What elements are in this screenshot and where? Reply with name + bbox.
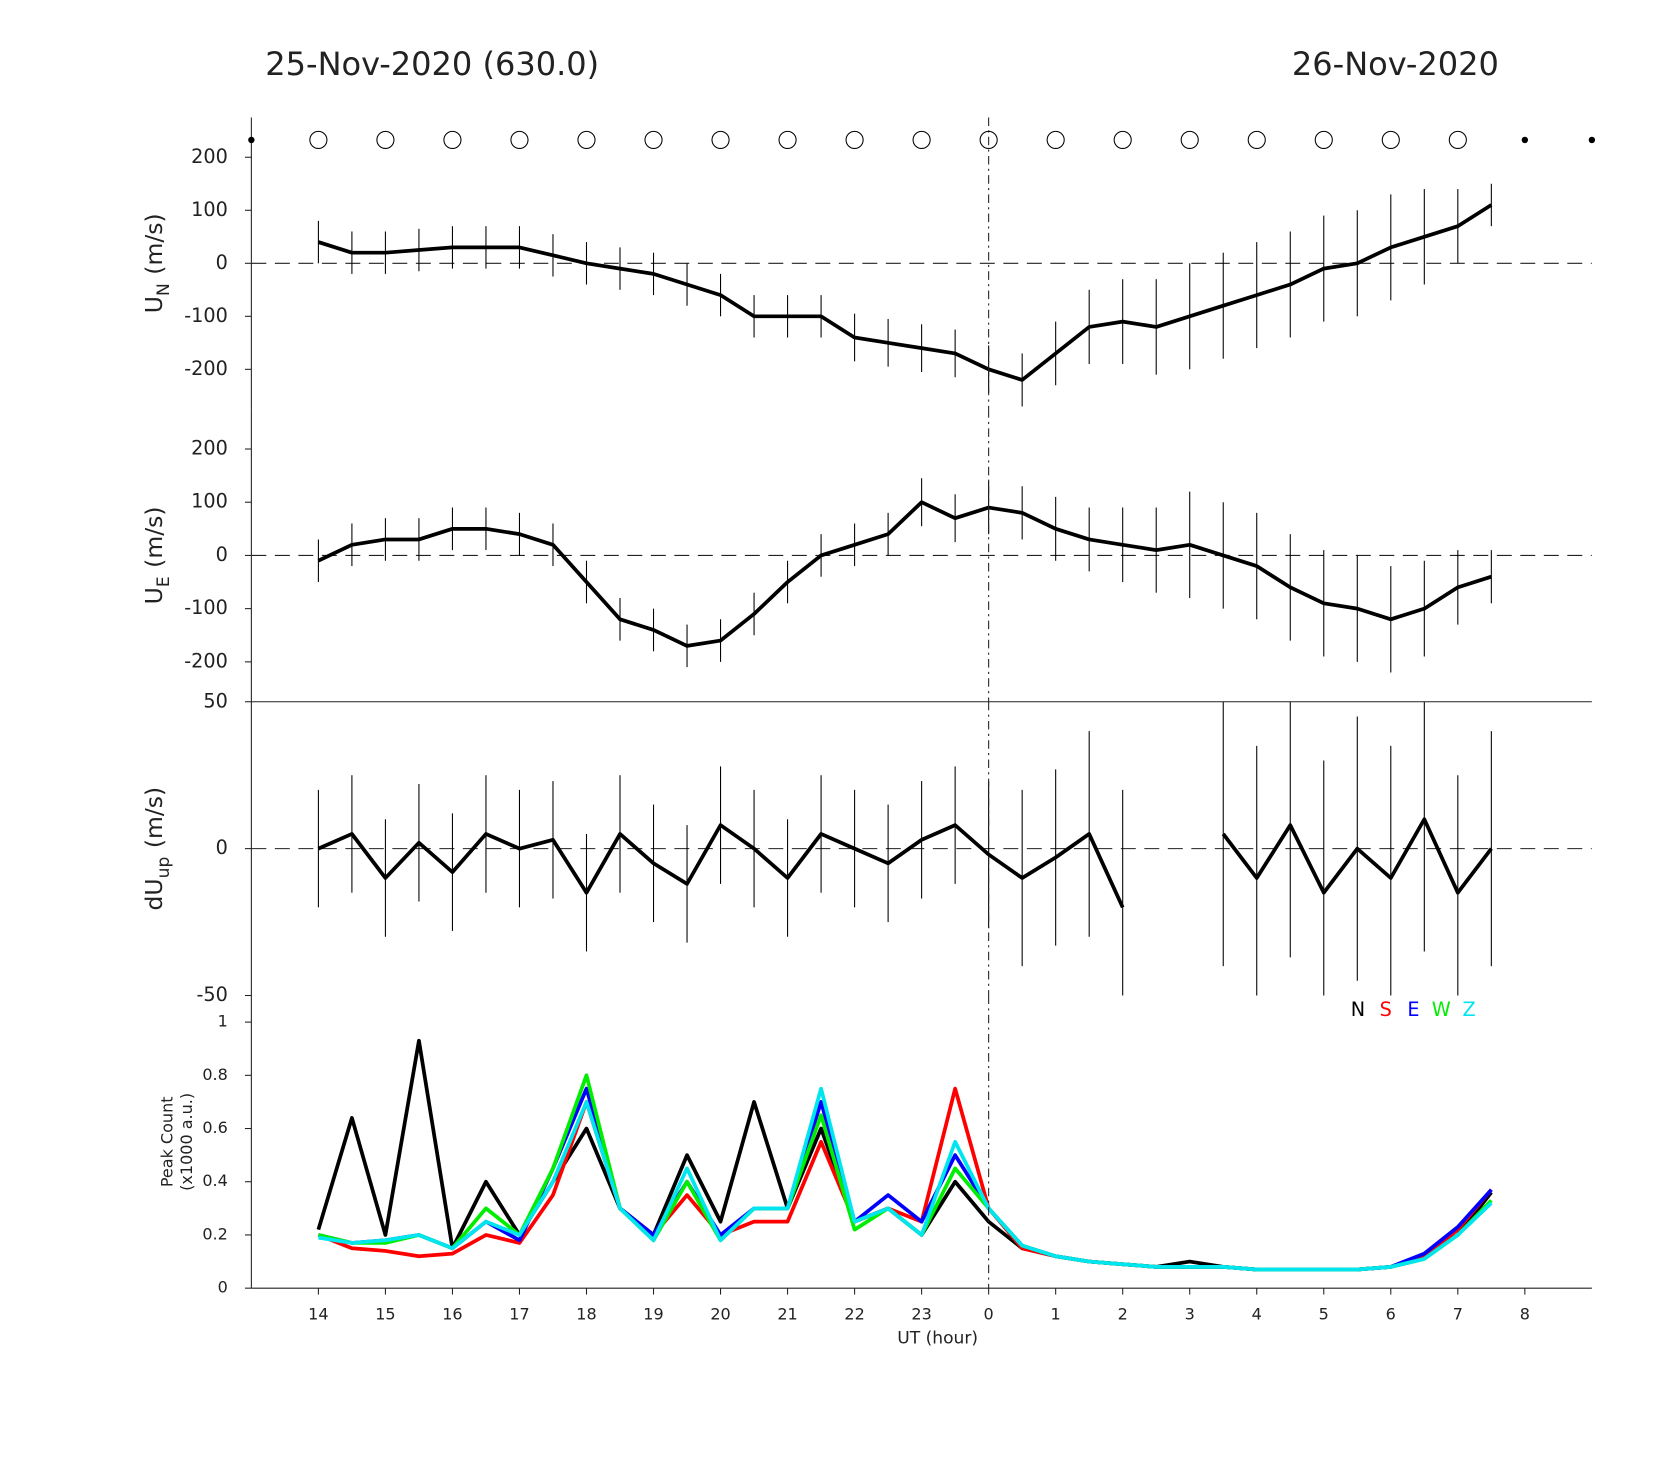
sky-marker	[912, 130, 931, 150]
x-tick-label: 19	[643, 1304, 663, 1323]
x-tick-label: 14	[308, 1304, 328, 1323]
sky-marker	[1247, 130, 1266, 150]
sky-marker	[510, 130, 529, 150]
x-tick-label: 16	[442, 1304, 462, 1323]
sky-marker	[845, 130, 864, 150]
series-line	[317, 1086, 1493, 1272]
y-tick-label: -200	[184, 357, 228, 380]
data-line	[317, 500, 1492, 648]
sky-marker	[778, 130, 797, 150]
y-tick-label: 0	[216, 543, 228, 566]
series-line	[318, 1086, 1493, 1272]
y-label-unit: (x1000 a.u.)	[177, 1093, 196, 1191]
x-tick-label: 23	[911, 1304, 931, 1323]
y-tick-label: 50	[203, 689, 227, 712]
y-label-sub: E	[154, 576, 174, 587]
sky-marker	[1521, 136, 1529, 144]
series-line	[317, 1073, 1493, 1272]
y-tick-label: -100	[184, 596, 228, 619]
sky-marker	[644, 130, 663, 150]
x-tick-label: 22	[844, 1304, 864, 1323]
x-tick-label: 15	[375, 1304, 395, 1323]
chart-title-right: 26-Nov-2020	[1292, 45, 1499, 83]
chart-title: 25-Nov-2020 (630.0)	[265, 45, 599, 83]
y-tick-label: 100	[191, 490, 228, 513]
y-label-sub: N	[154, 283, 174, 296]
sky-marker	[1588, 136, 1596, 144]
x-label: UT (hour)	[897, 1328, 978, 1348]
y-tick-label: 200	[191, 437, 228, 460]
sky-marker	[1180, 130, 1199, 150]
plot-area	[251, 478, 1592, 673]
plot-area	[251, 183, 1592, 407]
x-tick-label: 4	[1252, 1304, 1262, 1323]
x-tick-label: 7	[1453, 1304, 1463, 1323]
data-line	[317, 817, 1493, 909]
x-tick-label: 1	[1051, 1304, 1061, 1323]
y-label: UE (m/s)	[140, 506, 174, 604]
sky-marker	[1046, 130, 1065, 150]
x-tick-label: 0	[984, 1304, 994, 1323]
x-tick-label: 18	[576, 1304, 596, 1323]
y-label: UN (m/s)	[140, 213, 174, 313]
x-tick-label: 5	[1319, 1304, 1329, 1323]
sky-marker	[1381, 130, 1400, 150]
x-tick-label: 21	[777, 1304, 797, 1323]
plot-area	[251, 701, 1592, 996]
y-label: Peak Count	[158, 1096, 177, 1187]
sky-marker	[1314, 130, 1333, 150]
y-tick-label: 0	[216, 836, 228, 859]
data-line	[317, 203, 1493, 382]
x-tick-label: 17	[509, 1304, 529, 1323]
legend-entry: W	[1432, 998, 1451, 1021]
y-label: dUup (m/s)	[140, 787, 174, 911]
y-tick-label: 0.4	[202, 1171, 227, 1190]
y-label-unit: (m/s)	[140, 506, 168, 567]
y-tick-label: -200	[184, 649, 228, 672]
y-tick-label: 100	[191, 198, 228, 221]
y-label-main: U	[140, 587, 168, 604]
x-tick-label: 3	[1185, 1304, 1195, 1323]
y-label-unit: (m/s)	[140, 787, 168, 848]
y-label-main: dU	[140, 878, 168, 910]
y-label-sub: up	[154, 857, 174, 879]
y-label-unit: (m/s)	[140, 213, 168, 274]
y-tick-label: -100	[184, 304, 228, 327]
y-tick-label: 0	[216, 251, 228, 274]
legend-entry: E	[1407, 998, 1419, 1021]
plot-area	[316, 1038, 1493, 1272]
y-tick-label: -50	[196, 983, 227, 1006]
sky-marker	[309, 130, 328, 150]
sky-marker	[577, 130, 596, 150]
legend-entry: S	[1380, 998, 1392, 1021]
x-tick-label: 6	[1386, 1304, 1396, 1323]
x-tick-label: 8	[1520, 1304, 1530, 1323]
y-label-main: U	[140, 296, 168, 313]
legend-entry: N	[1351, 998, 1365, 1021]
sky-marker	[979, 130, 998, 150]
y-tick-label: 1	[218, 1012, 228, 1031]
sky-marker	[1448, 130, 1467, 150]
y-tick-label: 0.6	[202, 1118, 227, 1137]
sky-marker	[248, 136, 255, 144]
sky-marker	[376, 130, 395, 150]
sky-marker	[443, 130, 462, 150]
y-tick-label: 200	[191, 145, 228, 168]
y-tick-label: 0	[218, 1278, 228, 1297]
sky-marker	[711, 130, 730, 150]
sky-marker	[1113, 130, 1132, 150]
y-tick-label: 0.8	[202, 1065, 227, 1084]
legend-entry: Z	[1462, 998, 1475, 1021]
x-tick-label: 20	[710, 1304, 730, 1323]
x-tick-label: 2	[1118, 1304, 1128, 1323]
series-line	[317, 1086, 1493, 1272]
y-tick-label: 0.2	[202, 1224, 227, 1243]
